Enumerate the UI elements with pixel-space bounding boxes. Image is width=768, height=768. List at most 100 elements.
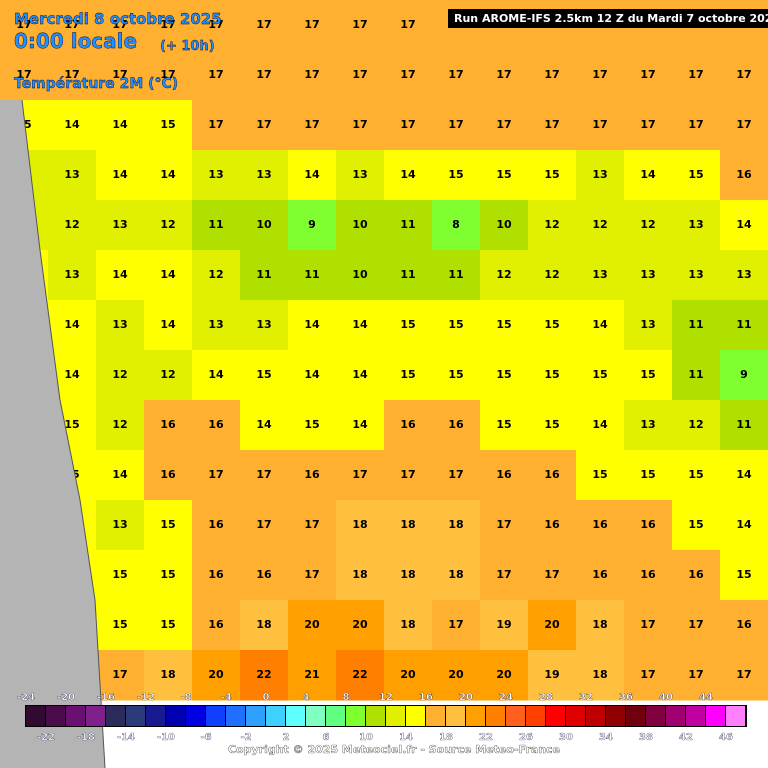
color-swatch <box>726 706 745 726</box>
cell <box>432 200 481 251</box>
cell-value: 14 <box>352 368 368 381</box>
cell <box>96 0 145 51</box>
cell <box>144 600 193 651</box>
color-scale-label: -10 <box>157 732 175 743</box>
cell <box>336 550 385 601</box>
cell-value: 17 <box>112 668 127 681</box>
cell <box>192 250 241 301</box>
color-scale-label: 22 <box>479 732 493 743</box>
color-scale-label: -8 <box>180 692 191 703</box>
cell <box>720 100 768 151</box>
cell-value: 17 <box>304 68 319 81</box>
cell-value: 17 <box>16 18 31 31</box>
cell-value: 17 <box>448 618 463 631</box>
cell-value: 14 <box>400 168 416 181</box>
cell <box>192 600 241 651</box>
cell <box>432 400 481 451</box>
cell-value: 10 <box>352 268 368 281</box>
cell <box>96 450 145 501</box>
cell-value: 17 <box>592 68 607 81</box>
cell-value: 16 <box>640 518 656 531</box>
cell-value: 12 <box>160 218 175 231</box>
color-scale-label: -16 <box>97 692 115 703</box>
cell <box>480 550 529 601</box>
cell <box>672 400 721 451</box>
run-box <box>448 9 768 28</box>
color-swatch <box>186 706 205 726</box>
cell-value: 12 <box>688 418 703 431</box>
cell-value: 14 <box>592 418 608 431</box>
cell-value: 18 <box>400 518 415 531</box>
cell-value: 18 <box>400 568 415 581</box>
cell <box>384 500 433 551</box>
cell <box>720 650 768 701</box>
cell <box>336 300 385 351</box>
color-scale-label: 0 <box>263 692 270 703</box>
color-swatch <box>406 706 425 726</box>
cell-value: 18 <box>160 668 175 681</box>
cell-value: 15 <box>496 418 511 431</box>
cell-value: 10 <box>352 218 368 231</box>
color-swatch <box>526 706 545 726</box>
cell <box>384 150 433 201</box>
cell <box>720 350 768 401</box>
cell-value: 17 <box>640 618 655 631</box>
parameter: Température 2M (°C) <box>14 76 178 92</box>
cell <box>288 100 337 151</box>
cell-value: 18 <box>352 568 367 581</box>
cell <box>528 550 577 601</box>
color-scale-label: -22 <box>37 732 55 743</box>
cell <box>192 500 241 551</box>
cell <box>336 0 385 51</box>
cell <box>384 600 433 651</box>
cell-value: 15 <box>448 368 463 381</box>
color-scale-label: 24 <box>499 692 513 703</box>
cell-value: 14 <box>112 168 128 181</box>
cell <box>480 600 529 651</box>
cell <box>96 550 145 601</box>
color-swatch <box>486 706 505 726</box>
color-scale-label: 30 <box>559 732 573 743</box>
cell-value: 13 <box>64 168 79 181</box>
cell <box>192 400 241 451</box>
color-swatch <box>606 706 625 726</box>
cell <box>480 400 529 451</box>
cell <box>432 300 481 351</box>
cell <box>432 500 481 551</box>
cell-value: 16 <box>256 568 272 581</box>
cell <box>144 250 193 301</box>
cell-value: 13 <box>112 318 127 331</box>
cell-value: 21 <box>304 668 319 681</box>
color-swatch <box>26 706 45 726</box>
cell <box>336 50 385 101</box>
cell <box>240 650 289 701</box>
cell <box>48 0 97 51</box>
cell-value: 19 <box>544 668 559 681</box>
color-scale-label: 36 <box>619 692 633 703</box>
cell-value: 9 <box>308 218 316 231</box>
cell <box>336 600 385 651</box>
color-swatch <box>66 706 85 726</box>
cell-value: 12 <box>112 418 127 431</box>
cell <box>384 350 433 401</box>
cell-value: 16 <box>544 468 560 481</box>
cell-value: 17 <box>688 618 703 631</box>
cell-value: 14 <box>208 368 224 381</box>
cell <box>672 450 721 501</box>
cell <box>624 550 673 601</box>
cell-value: 22 <box>352 668 367 681</box>
cell-value: 17 <box>448 68 463 81</box>
cell-value: 22 <box>256 668 271 681</box>
cell <box>720 250 768 301</box>
cell-value: 14 <box>64 318 80 331</box>
cell-value: 17 <box>304 568 319 581</box>
color-scale-label: 12 <box>379 692 393 703</box>
cell <box>144 650 193 701</box>
cell-value: 10 <box>256 218 272 231</box>
cell <box>384 550 433 601</box>
cell-value: 17 <box>304 518 319 531</box>
cell <box>624 300 673 351</box>
cell-value: 13 <box>640 318 655 331</box>
cell <box>240 600 289 651</box>
cell <box>528 300 577 351</box>
